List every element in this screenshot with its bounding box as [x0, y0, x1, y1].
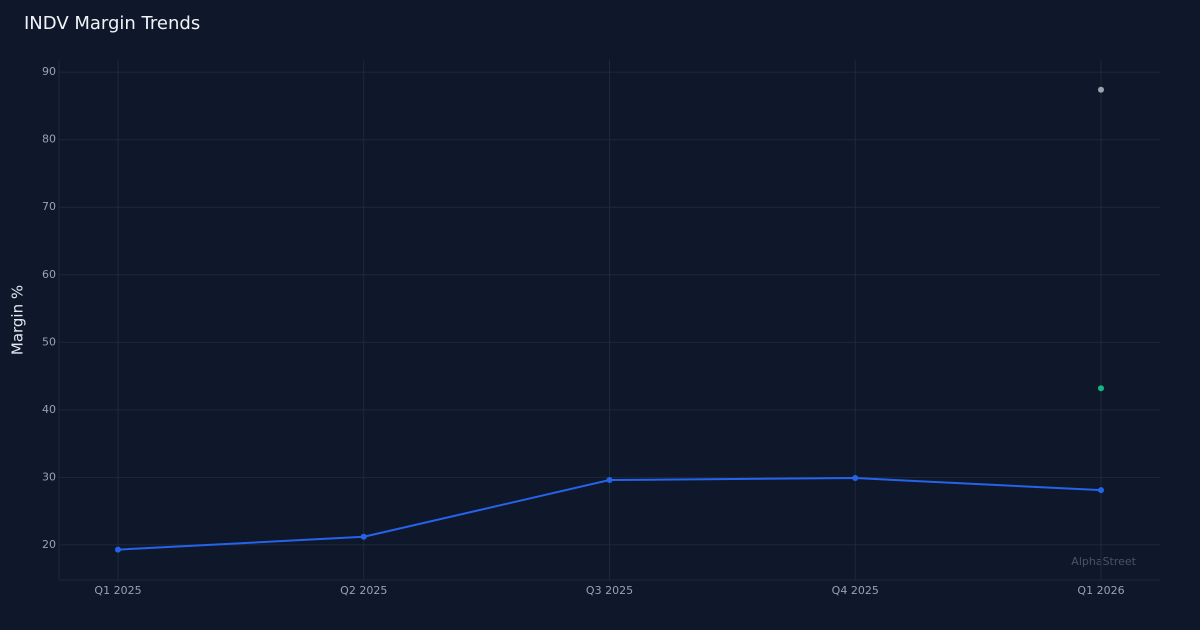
- y-tick-label: 90: [42, 65, 56, 78]
- watermark: AlphaStreet: [1071, 555, 1136, 568]
- data-point: [1098, 487, 1104, 494]
- y-tick-label: 30: [42, 470, 56, 483]
- data-point: [606, 477, 613, 484]
- x-tick-label: Q2 2025: [340, 584, 387, 597]
- y-tick-label: 70: [42, 200, 56, 213]
- x-tick-label: Q4 2025: [832, 584, 879, 597]
- data-point: [1098, 385, 1104, 392]
- y-tick-label: 50: [42, 335, 56, 348]
- y-tick-label: 60: [42, 268, 56, 281]
- x-tick-label: Q3 2025: [586, 584, 633, 597]
- x-tick-label: Q1 2026: [1077, 584, 1124, 597]
- y-tick-label: 20: [42, 538, 56, 551]
- data-point: [115, 546, 121, 553]
- data-point: [1098, 86, 1104, 93]
- y-axis-label: Margin %: [9, 285, 27, 355]
- chart-title: INDV Margin Trends: [24, 13, 200, 34]
- x-tick-label: Q1 2025: [94, 584, 141, 597]
- data-point: [360, 533, 367, 540]
- y-tick-label: 80: [42, 133, 56, 146]
- data-point: [852, 475, 859, 482]
- y-tick-label: 40: [42, 403, 56, 416]
